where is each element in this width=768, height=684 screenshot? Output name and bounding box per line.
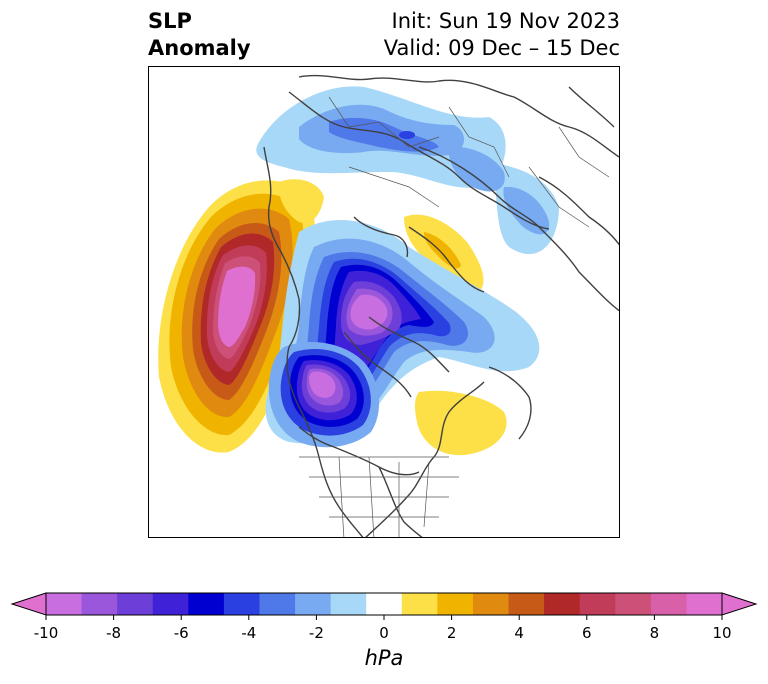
colorbar-segment [330,593,367,615]
valid-range: Valid: 09 Dec – 15 Dec [383,36,620,60]
negative-anomaly-siberia [256,86,559,255]
colorbar-segment [117,593,154,615]
colorbar-tick-label: -6 [173,624,189,642]
colorbar-tick-label: -4 [241,624,257,642]
negative-anomaly-western-canada [268,342,380,448]
colorbar-segment [366,593,403,615]
colorbar-segment [401,593,438,615]
init-date: Init: Sun 19 Nov 2023 [391,9,620,33]
plot-title-left: SLP Anomaly [148,8,251,62]
positive-anomaly-east-siberian-sea [278,179,324,224]
colorbar-segment [81,593,118,615]
colorbar-tick-label: 10 [712,624,732,642]
positive-anomaly-north-pacific [158,180,316,453]
plot-title-right: Init: Sun 19 Nov 2023 Valid: 09 Dec – 15… [384,8,620,62]
country-borders [299,96,610,537]
colorbar-segment [650,593,687,615]
positive-anomaly-hudson-bay-east [404,214,507,456]
colorbar-tick-label: 6 [582,624,592,642]
colorbar-segment [259,593,296,615]
colorbar-segment [188,593,225,615]
colorbar-svg [10,592,758,620]
colorbar-unit-label: hPa [364,646,404,670]
colorbar-segment [46,593,83,615]
colorbar-segment [579,593,616,615]
map-panel [148,66,620,538]
colorbar-segment [223,593,260,615]
title-variable: SLP [148,9,192,33]
colorbar-segment [472,593,510,615]
colorbar [0,588,768,628]
colorbar-tick-label: 8 [649,624,660,642]
colorbar-tick-label: 4 [514,624,524,642]
title-quantity: Anomaly [148,36,251,60]
colorbar-segment [544,593,581,615]
coastlines [263,74,619,537]
colorbar-segment [152,593,189,615]
colorbar-segment [508,593,545,615]
colorbar-tick-label: -2 [308,624,324,642]
colorbar-tick-label: 0 [379,624,389,642]
colorbar-tick-label: -10 [33,624,59,642]
map-canvas [158,74,619,537]
colorbar-segment [686,593,723,615]
colorbar-tick-label: 2 [446,624,457,642]
colorbar-extend-min [10,592,47,616]
colorbar-segment [615,593,652,615]
colorbar-segment [295,593,332,615]
colorbar-segment [437,593,474,615]
colorbar-tick-label: -8 [106,624,122,642]
colorbar-extend-max [721,592,758,616]
